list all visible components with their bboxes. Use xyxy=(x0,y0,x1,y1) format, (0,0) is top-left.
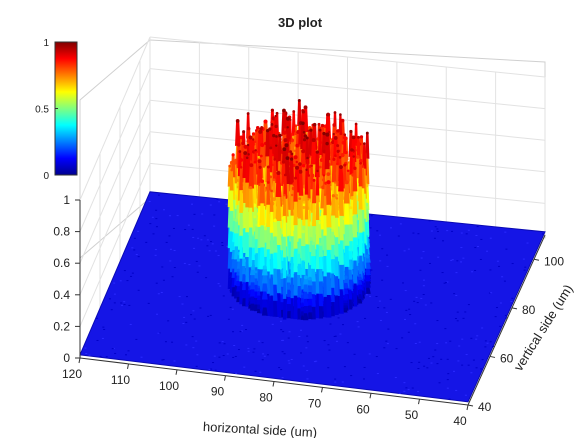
x-tick-label: 80 xyxy=(259,391,273,405)
colorbar-ticks: 00.51 xyxy=(35,38,58,182)
x-axis-line xyxy=(79,357,469,406)
z-axis-ticks: 0 0.2 0.4 0.6 0.8 1 xyxy=(53,193,81,365)
x-tick-label: 70 xyxy=(308,396,322,410)
y-tick-label: 60 xyxy=(500,351,514,365)
chart-title: 3D plot xyxy=(278,15,323,30)
y-axis-line xyxy=(467,234,546,406)
surface-plot xyxy=(79,99,546,403)
x-tick-label: 120 xyxy=(62,367,82,381)
z-tick-label: 0.8 xyxy=(53,225,70,239)
x-axis-ticks: 120 110 100 90 80 70 60 50 40 xyxy=(62,357,469,428)
colorbar-tick-label: 1 xyxy=(43,38,49,49)
grid-lines xyxy=(79,36,546,359)
colorbar-tick-label: 0.5 xyxy=(35,105,49,116)
z-tick-label: 0.6 xyxy=(53,256,70,270)
colorbar-tick-label: 0 xyxy=(43,171,49,182)
x-axis-label: horizontal side (um) xyxy=(203,419,318,438)
x-tick-label: 50 xyxy=(405,408,419,422)
x-tick-label: 90 xyxy=(211,385,225,399)
x-tick-label: 100 xyxy=(159,379,179,393)
colorbar: 00.51 xyxy=(35,38,78,182)
x-tick-label: 60 xyxy=(356,402,370,416)
x-tick-label: 110 xyxy=(111,373,130,387)
z-tick-label: 0 xyxy=(63,351,70,365)
y-axis-label: vertical side (um) xyxy=(511,282,576,374)
z-tick-label: 0.2 xyxy=(53,319,70,333)
x-tick-label: 40 xyxy=(453,414,467,428)
y-tick-label: 40 xyxy=(478,400,492,414)
colorbar-gradient xyxy=(54,41,78,176)
z-tick-label: 0.4 xyxy=(53,288,70,302)
y-tick-label: 80 xyxy=(522,303,536,317)
y-axis-ticks: 40 60 80 100 xyxy=(467,234,564,414)
z-tick-label: 1 xyxy=(63,193,70,207)
y-tick-label: 100 xyxy=(544,254,564,268)
